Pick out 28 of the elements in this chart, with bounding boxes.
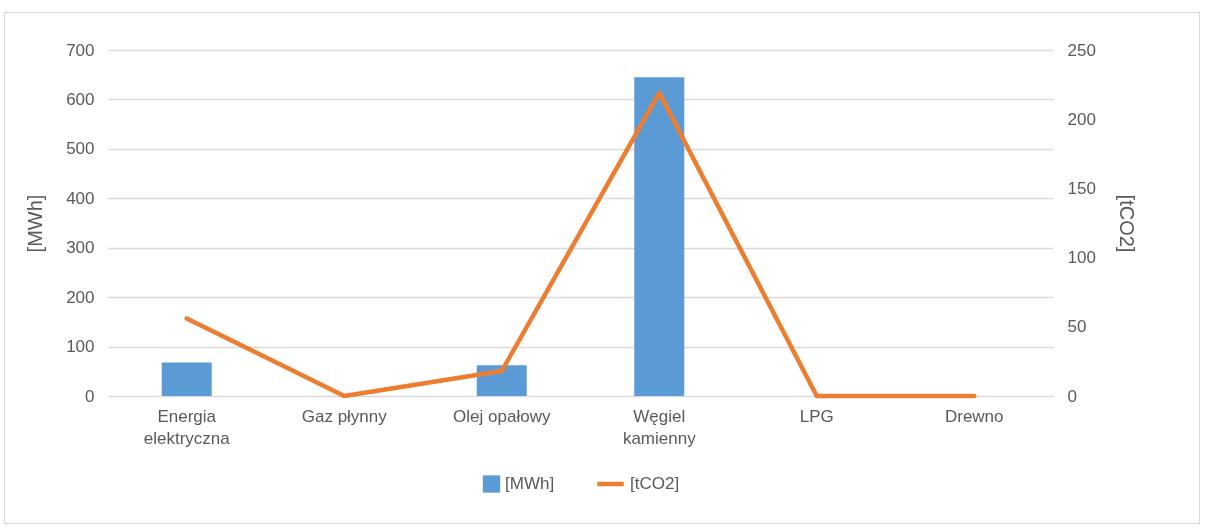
- y2-tick-label: 250: [1067, 40, 1096, 60]
- bar: [161, 362, 212, 396]
- y-tick-label: 700: [66, 40, 95, 60]
- y2-tick-label: 0: [1067, 386, 1077, 406]
- x-tick-label: Olej opałowy: [453, 406, 551, 426]
- y2-tick-label: 150: [1067, 178, 1096, 198]
- bar: [476, 365, 527, 396]
- y-tick-label: 400: [66, 188, 95, 208]
- y2-tick-label: 200: [1067, 109, 1096, 129]
- x-tick-label: Energia elektryczna: [143, 406, 231, 448]
- y-tick-label: 500: [66, 139, 95, 159]
- y2-axis-title: [tCO2]: [1115, 194, 1138, 253]
- line-series: [184, 90, 977, 399]
- y-axis-title: [MWh]: [24, 194, 47, 253]
- y-tick-label: 600: [66, 89, 95, 109]
- y2-tick-label: 100: [1067, 248, 1096, 268]
- legend-label: [MWh]: [505, 474, 555, 493]
- y-tick-label: 0: [85, 386, 95, 406]
- x-tick-label: Węgiel kamienny: [622, 406, 697, 448]
- x-tick-label: Drewno: [944, 406, 1004, 426]
- y-tick-label: 100: [66, 337, 95, 357]
- legend-label: [tCO2]: [630, 474, 680, 493]
- x-tick-label: LPG: [799, 406, 834, 426]
- x-tick-label: Gaz płynny: [301, 406, 388, 426]
- y2-tick-label: 50: [1067, 317, 1087, 337]
- y-tick-label: 300: [66, 238, 95, 258]
- y-tick-label: 200: [66, 287, 95, 307]
- bar: [634, 77, 685, 396]
